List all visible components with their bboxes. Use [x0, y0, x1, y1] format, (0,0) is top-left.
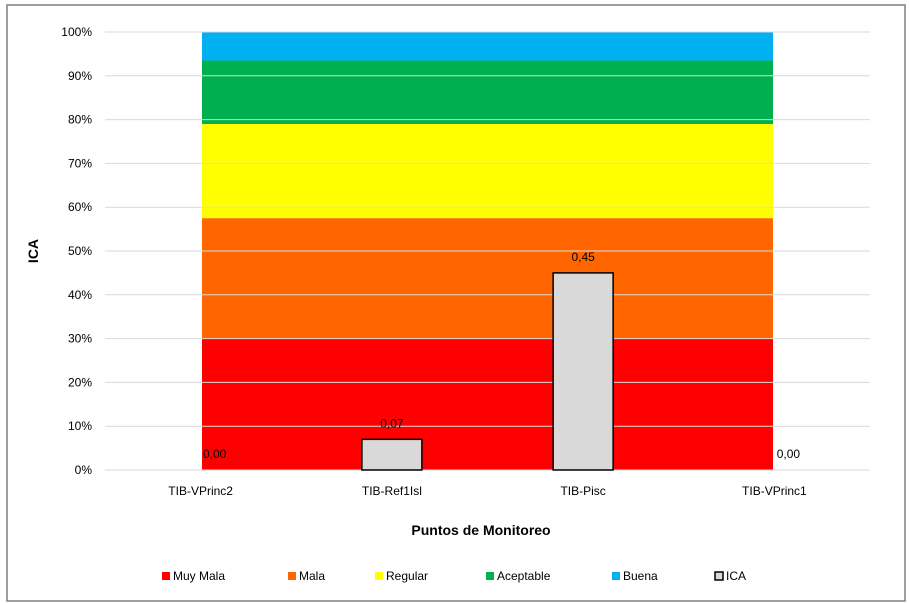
- data-label: 0,45: [571, 250, 595, 264]
- y-tick-label: 40%: [68, 288, 92, 302]
- x-axis-title: Puntos de Monitoreo: [411, 522, 550, 538]
- data-label: 0,00: [203, 447, 227, 461]
- y-tick-label: 10%: [68, 419, 92, 433]
- y-tick-label: 20%: [68, 375, 92, 389]
- legend-swatch-ica: [714, 571, 724, 581]
- x-tick-label: TIB-VPrinc1: [742, 484, 807, 498]
- bar-tib-pisc: [552, 272, 614, 471]
- y-tick-label: 90%: [68, 69, 92, 83]
- y-tick-label: 50%: [68, 244, 92, 258]
- band-buena: [202, 32, 773, 61]
- band-regular: [202, 123, 773, 219]
- band-aceptable: [202, 60, 773, 124]
- x-tick-labels: TIB-VPrinc2 TIB-Ref1Isl TIB-Pisc TIB-VPrinc…: [168, 484, 807, 498]
- bar-tib-ref1isl: [361, 438, 423, 471]
- legend-label: ICA: [726, 569, 746, 583]
- x-tick-label: TIB-Pisc: [560, 484, 605, 498]
- data-labels: 0,00 0,07 0,45 0,00: [203, 250, 800, 461]
- y-tick-labels: 0% 10% 20% 30% 40% 50% 60% 70% 80% 90% 100%: [61, 25, 92, 477]
- data-label: 0,00: [777, 447, 801, 461]
- legend-label: Buena: [623, 569, 658, 583]
- y-tick-label: 100%: [61, 25, 92, 39]
- legend-swatch-aceptable: [486, 572, 494, 580]
- legend-label: Muy Mala: [173, 569, 225, 583]
- y-tick-label: 0%: [75, 463, 93, 477]
- legend-label: Regular: [386, 569, 428, 583]
- x-tick-label: TIB-Ref1Isl: [362, 484, 422, 498]
- quality-bands: [202, 32, 773, 470]
- data-label: 0,07: [380, 416, 404, 430]
- y-tick-label: 80%: [68, 113, 92, 127]
- y-tick-label: 70%: [68, 156, 92, 170]
- legend: Muy Mala Mala Regular Aceptable Buena ICA: [162, 569, 746, 583]
- y-axis-title: ICA: [25, 239, 41, 263]
- legend-swatch-regular: [375, 572, 383, 580]
- legend-label: Aceptable: [497, 569, 551, 583]
- legend-swatch-buena: [612, 572, 620, 580]
- legend-label: Mala: [299, 569, 325, 583]
- y-tick-label: 30%: [68, 332, 92, 346]
- y-tick-label: 60%: [68, 200, 92, 214]
- band-muy-mala: [202, 338, 773, 470]
- legend-swatch-mala: [288, 572, 296, 580]
- bars: [361, 272, 614, 471]
- x-tick-label: TIB-VPrinc2: [168, 484, 233, 498]
- legend-swatch-muy-mala: [162, 572, 170, 580]
- band-mala: [202, 218, 773, 339]
- gridlines: [105, 31, 870, 471]
